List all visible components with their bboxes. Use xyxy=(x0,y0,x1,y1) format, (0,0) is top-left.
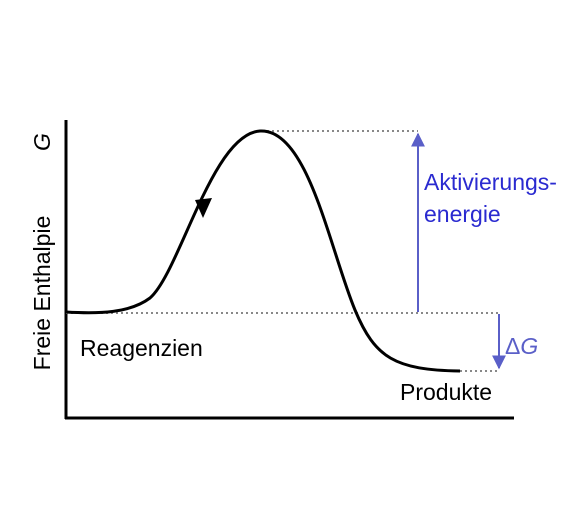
direction-arrow xyxy=(195,198,212,218)
activation-label: energie xyxy=(424,201,501,227)
delta-g-label: ΔG xyxy=(505,333,538,359)
reaction-curve xyxy=(65,129,461,373)
activation-label: Aktivierungs- xyxy=(424,169,557,195)
axis-label: Freie Enthalpie xyxy=(29,216,55,371)
products-label: Produkte xyxy=(400,379,492,405)
g-symbol: G xyxy=(520,333,538,359)
axis-symbol: G xyxy=(29,133,55,151)
delta: Δ xyxy=(505,333,520,359)
reactants-label: Reagenzien xyxy=(80,335,203,361)
